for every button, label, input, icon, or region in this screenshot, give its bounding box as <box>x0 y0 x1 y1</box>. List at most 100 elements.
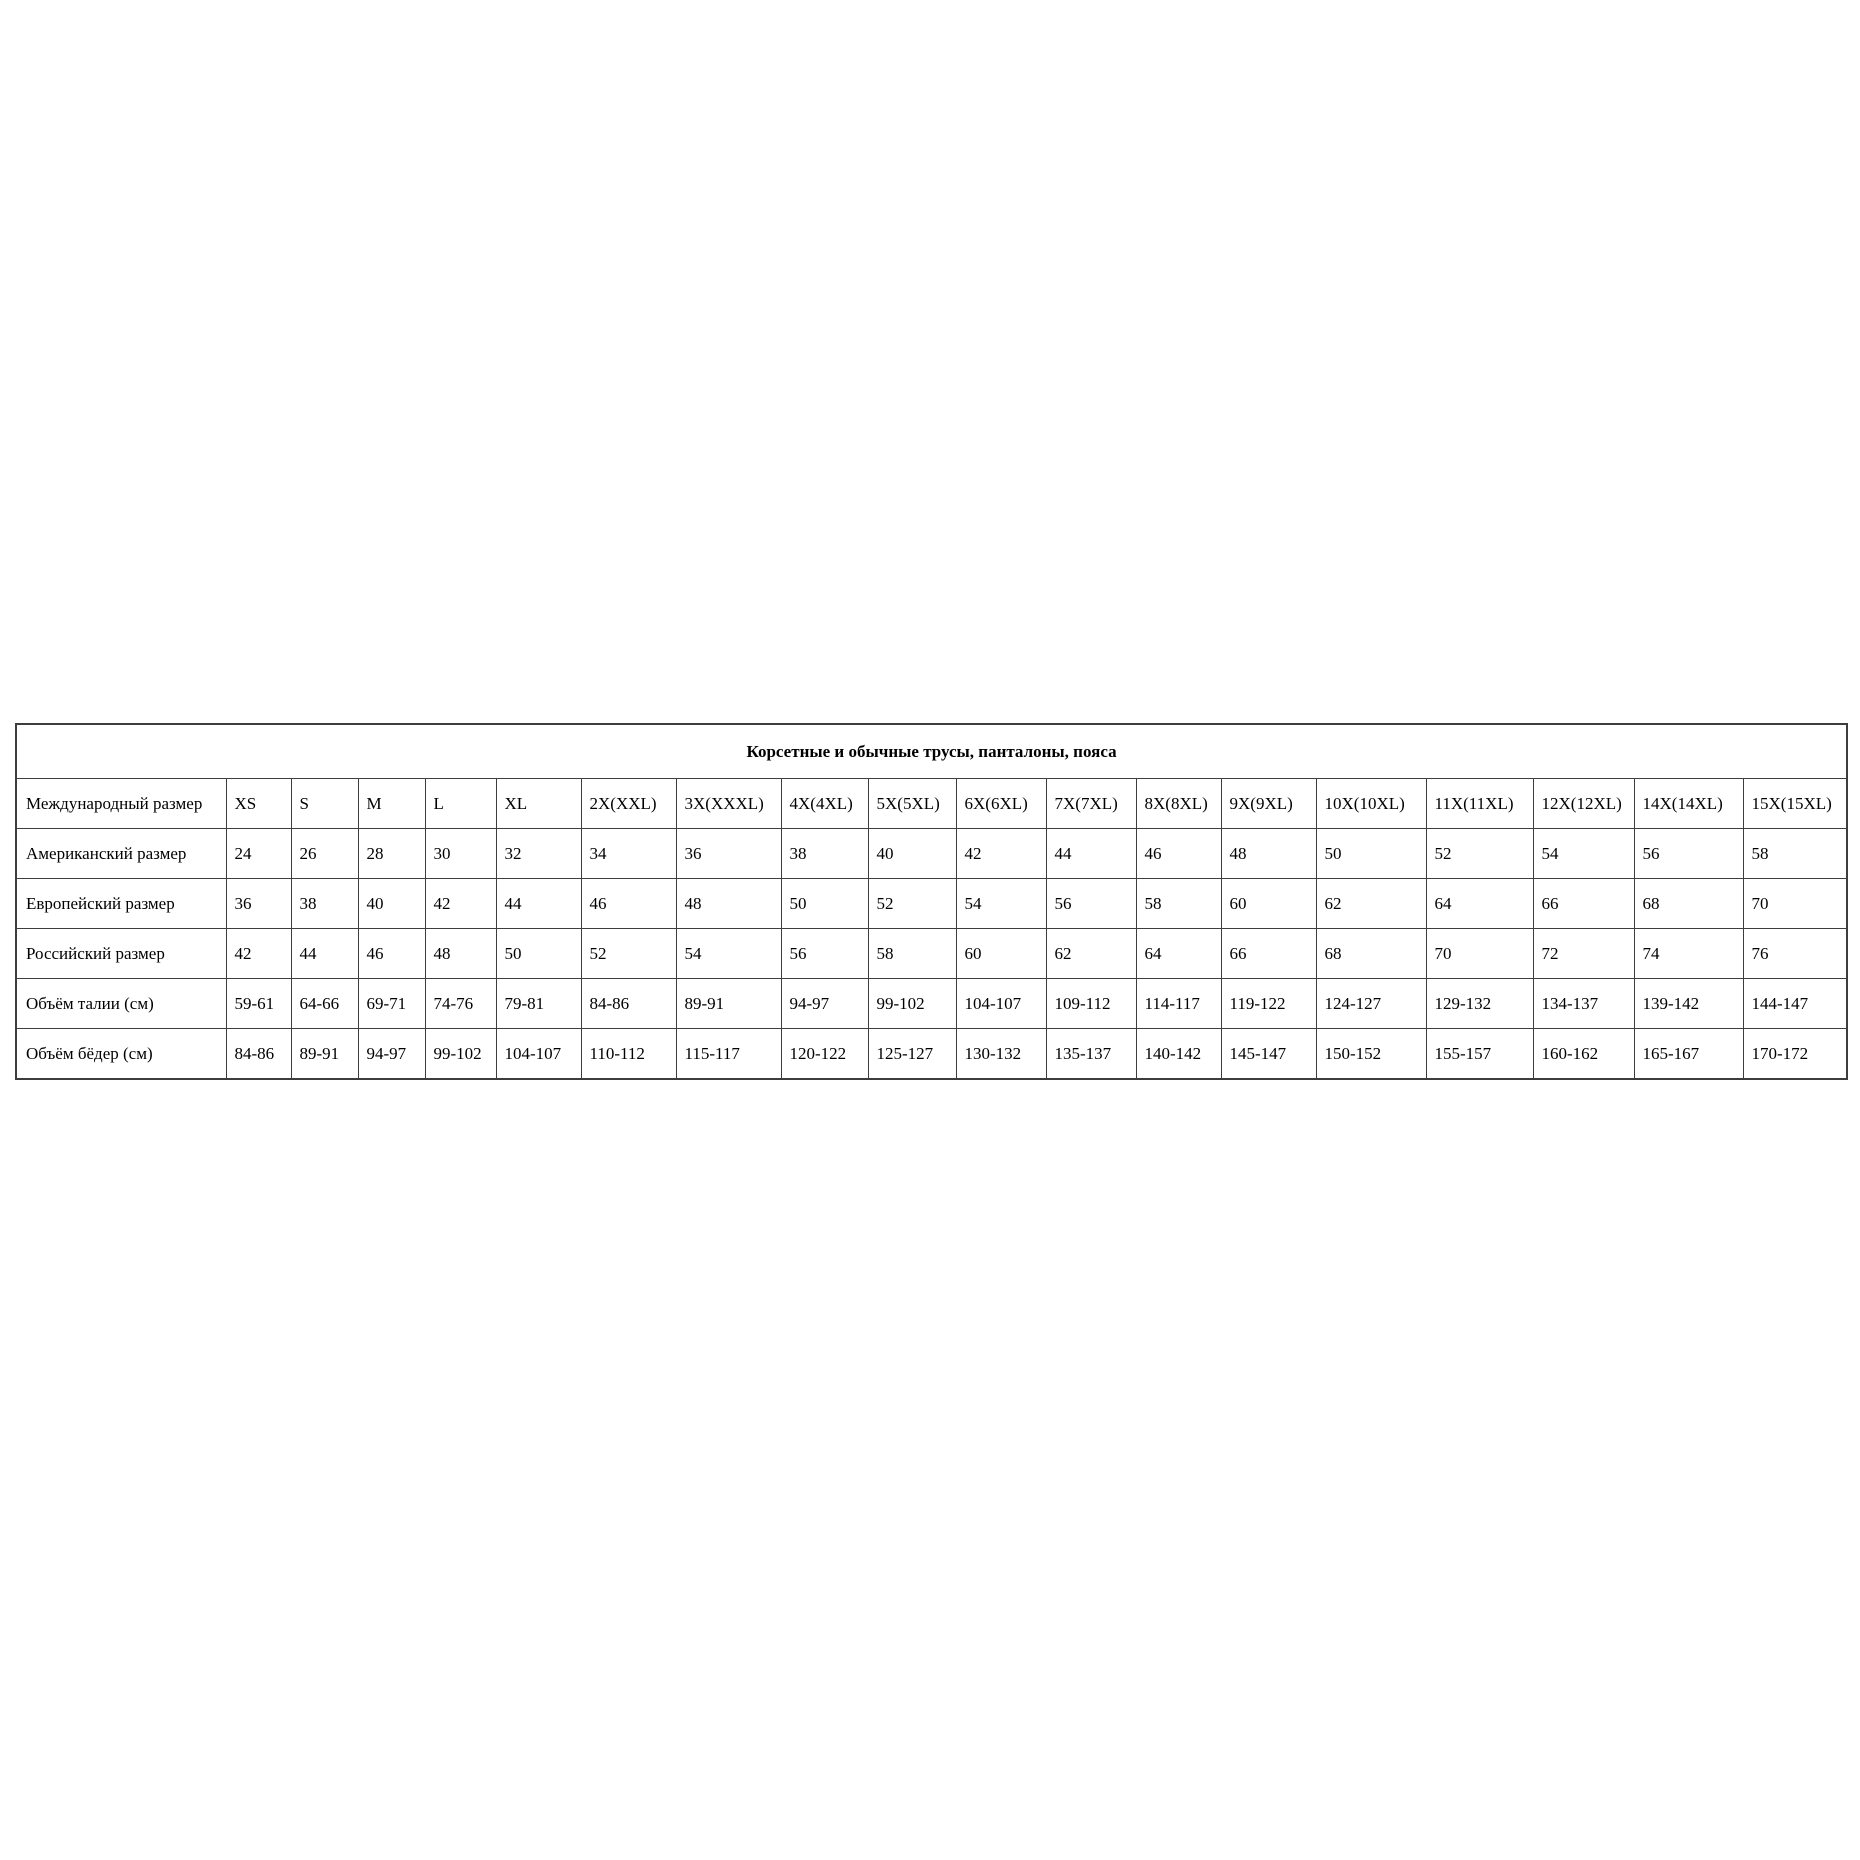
table-cell: 52 <box>867 878 957 929</box>
table-cell: 139-142 <box>1633 978 1744 1029</box>
table-cell: 30 <box>424 828 497 879</box>
table-title-row: Корсетные и обычные трусы, панталоны, по… <box>15 723 1848 779</box>
table-cell: S <box>290 778 359 829</box>
table-cell: 60 <box>1220 878 1317 929</box>
table-cell: 64 <box>1425 878 1534 929</box>
table-cell: 99-102 <box>867 978 957 1029</box>
table-cell: 155-157 <box>1425 1028 1534 1080</box>
size-chart-table: Корсетные и обычные трусы, панталоны, по… <box>15 723 1849 1080</box>
table-cell: 14X(14XL) <box>1633 778 1744 829</box>
table-cell: 99-102 <box>424 1028 497 1080</box>
table-cell: 125-127 <box>867 1028 957 1080</box>
table-row: Российский размер 42 44 46 48 50 52 54 56 58 60 62 6… <box>15 928 1848 979</box>
table-cell: 50 <box>1315 828 1427 879</box>
table-cell: 56 <box>1045 878 1137 929</box>
table-cell: 46 <box>580 878 677 929</box>
table-cell: 58 <box>867 928 957 979</box>
table-cell: 15X(15XL) <box>1742 778 1848 829</box>
table-cell: 38 <box>780 828 869 879</box>
table-title: Корсетные и обычные трусы, панталоны, по… <box>15 723 1848 779</box>
table-cell: 24 <box>225 828 292 879</box>
table-cell: 124-127 <box>1315 978 1427 1029</box>
table-cell: 12X(12XL) <box>1532 778 1635 829</box>
table-cell: 48 <box>424 928 497 979</box>
table-cell: 40 <box>357 878 426 929</box>
table-cell: 9X(9XL) <box>1220 778 1317 829</box>
table-cell: 74 <box>1633 928 1744 979</box>
table-cell: 42 <box>424 878 497 929</box>
table-cell: 54 <box>955 878 1047 929</box>
table-cell: 64-66 <box>290 978 359 1029</box>
table-cell: 120-122 <box>780 1028 869 1080</box>
table-cell: 54 <box>675 928 782 979</box>
table-cell: 115-117 <box>675 1028 782 1080</box>
table-cell: 8X(8XL) <box>1135 778 1222 829</box>
table-cell: 36 <box>225 878 292 929</box>
table-cell: 66 <box>1220 928 1317 979</box>
table-cell: 46 <box>357 928 426 979</box>
table-cell: 84-86 <box>580 978 677 1029</box>
table-cell: 62 <box>1045 928 1137 979</box>
table-cell: 70 <box>1425 928 1534 979</box>
table-cell: 62 <box>1315 878 1427 929</box>
table-cell: 94-97 <box>780 978 869 1029</box>
table-cell: 44 <box>495 878 582 929</box>
table-cell: 46 <box>1135 828 1222 879</box>
table-cell: 89-91 <box>675 978 782 1029</box>
table-cell: 10X(10XL) <box>1315 778 1427 829</box>
table-cell: 5X(5XL) <box>867 778 957 829</box>
table-cell: 40 <box>867 828 957 879</box>
table-cell: 170-172 <box>1742 1028 1848 1080</box>
table-row: Международный размер XS S M L XL 2X(XXL) 3X(XXX… <box>15 778 1848 829</box>
row-label: Объём бёдер (см) <box>15 1028 227 1080</box>
table-cell: 2X(XXL) <box>580 778 677 829</box>
table-cell: 34 <box>580 828 677 879</box>
size-chart-body: Корсетные и обычные трусы, панталоны, по… <box>15 723 1848 1080</box>
table-cell: 52 <box>1425 828 1534 879</box>
table-cell: 134-137 <box>1532 978 1635 1029</box>
table-cell: 26 <box>290 828 359 879</box>
table-cell: 145-147 <box>1220 1028 1317 1080</box>
table-row: Европейский размер 36 38 40 42 44 46 48 50 52 54 56… <box>15 878 1848 929</box>
table-cell: 42 <box>225 928 292 979</box>
table-cell: L <box>424 778 497 829</box>
table-cell: 52 <box>580 928 677 979</box>
table-cell: 68 <box>1315 928 1427 979</box>
table-cell: 150-152 <box>1315 1028 1427 1080</box>
table-cell: 76 <box>1742 928 1848 979</box>
table-cell: 109-112 <box>1045 978 1137 1029</box>
table-cell: 130-132 <box>955 1028 1047 1080</box>
table-cell: 60 <box>955 928 1047 979</box>
table-cell: XS <box>225 778 292 829</box>
table-cell: 32 <box>495 828 582 879</box>
table-cell: 50 <box>780 878 869 929</box>
table-cell: 135-137 <box>1045 1028 1137 1080</box>
table-cell: M <box>357 778 426 829</box>
table-cell: 110-112 <box>580 1028 677 1080</box>
table-cell: 89-91 <box>290 1028 359 1080</box>
table-cell: 50 <box>495 928 582 979</box>
table-cell: 84-86 <box>225 1028 292 1080</box>
table-cell: 4X(4XL) <box>780 778 869 829</box>
table-cell: 74-76 <box>424 978 497 1029</box>
table-cell: 58 <box>1135 878 1222 929</box>
table-cell: 56 <box>780 928 869 979</box>
table-cell: 119-122 <box>1220 978 1317 1029</box>
table-cell: 44 <box>1045 828 1137 879</box>
table-cell: 160-162 <box>1532 1028 1635 1080</box>
table-cell: 54 <box>1532 828 1635 879</box>
row-label: Европейский размер <box>15 878 227 929</box>
table-cell: 6X(6XL) <box>955 778 1047 829</box>
table-cell: 64 <box>1135 928 1222 979</box>
table-cell: 114-117 <box>1135 978 1222 1029</box>
row-label: Российский размер <box>15 928 227 979</box>
table-cell: 79-81 <box>495 978 582 1029</box>
table-cell: 70 <box>1742 878 1848 929</box>
table-row: Американский размер 24 26 28 30 32 34 36 38 40 42 4… <box>15 828 1848 879</box>
row-label: Международный размер <box>15 778 227 829</box>
table-cell: 3X(XXXL) <box>675 778 782 829</box>
table-cell: 140-142 <box>1135 1028 1222 1080</box>
table-cell: 7X(7XL) <box>1045 778 1137 829</box>
table-cell: 72 <box>1532 928 1635 979</box>
table-cell: 38 <box>290 878 359 929</box>
